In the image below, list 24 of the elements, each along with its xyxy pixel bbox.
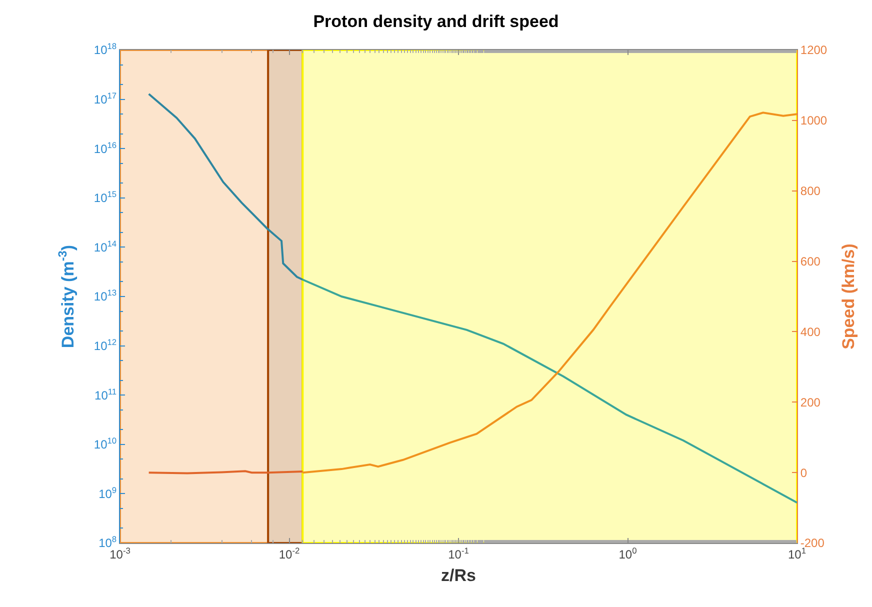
y2-tick-label: 600 — [800, 254, 821, 268]
y-tick-label: 10$^{11}$ — [94, 386, 117, 402]
y-tick-label: 10$^{9}$ — [98, 484, 117, 501]
y2-tick-label: 1200 — [800, 43, 828, 58]
y2-tick-label: 800 — [800, 184, 821, 198]
x-tick-label: 10$^{-2}$ — [278, 545, 300, 562]
y-tick-label: 10$^{16}$ — [94, 140, 117, 156]
y2-tick-label: 0 — [800, 466, 808, 480]
x-axis-title: z/Rs — [441, 566, 476, 585]
y2-axis-title: Speed (km/s) — [838, 244, 858, 350]
x-tick-label: 10$^{1}$ — [788, 545, 806, 562]
x-tick-label: 10$^{-1}$ — [448, 545, 470, 562]
y-tick-label: 10$^{17}$ — [94, 90, 117, 106]
y-tick-label: 10$^{10}$ — [94, 436, 117, 452]
chart-title: Proton density and drift speed — [313, 12, 559, 32]
y-tick-label: 10$^{14}$ — [94, 238, 117, 254]
y-tick-label: 10$^{18}$ — [94, 41, 117, 58]
x-tick-label: 10$^{0}$ — [618, 545, 638, 562]
y2-tick-label: 200 — [800, 395, 821, 410]
y2-tick-label: 1000 — [800, 114, 828, 128]
y-tick-label: 10$^{15}$ — [94, 189, 117, 206]
y-tick-label: 10$^{13}$ — [94, 288, 117, 304]
y-tick-label: 10$^{12}$ — [94, 336, 117, 353]
y2-tick-label: 400 — [800, 324, 821, 339]
